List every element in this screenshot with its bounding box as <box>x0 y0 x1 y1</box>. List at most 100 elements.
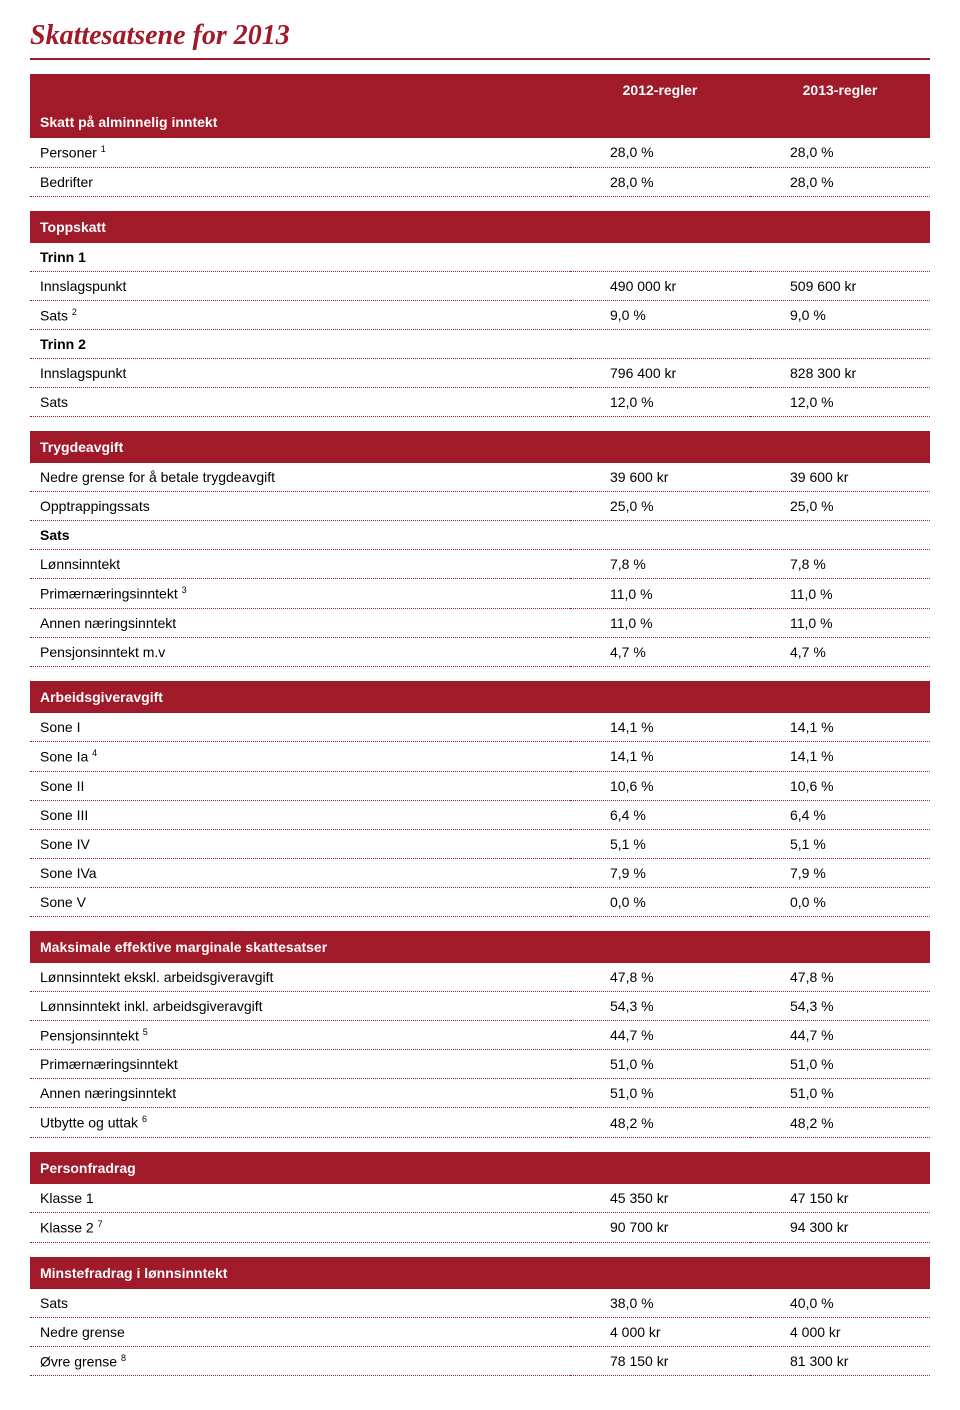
table-row: Øvre grense 878 150 kr81 300 kr <box>30 1346 930 1376</box>
value-2012: 78 150 kr <box>570 1346 750 1376</box>
value-2013: 10,6 % <box>750 771 930 800</box>
value-2013: 12,0 % <box>750 388 930 417</box>
value-2013: 14,1 % <box>750 741 930 771</box>
table-row: Sats 29,0 %9,0 % <box>30 300 930 330</box>
value-2012: 48,2 % <box>570 1108 750 1138</box>
section-header-label: Skatt på alminnelig inntekt <box>30 106 930 138</box>
table-row: Sats38,0 %40,0 % <box>30 1289 930 1318</box>
table-row: Nedre grense4 000 kr4 000 kr <box>30 1317 930 1346</box>
section-header-label: Toppskatt <box>30 211 930 243</box>
value-2013: 51,0 % <box>750 1050 930 1079</box>
value-2013: 7,9 % <box>750 858 930 887</box>
table-row: Bedrifter28,0 %28,0 % <box>30 167 930 196</box>
value-2012: 12,0 % <box>570 388 750 417</box>
row-label: Lønnsinntekt <box>30 550 570 579</box>
tax-section-table: ArbeidsgiveravgiftSone I14,1 %14,1 %Sone… <box>30 681 930 917</box>
table-row: Klasse 2 790 700 kr94 300 kr <box>30 1212 930 1242</box>
column-header-row: 2012-regler2013-regler <box>30 74 930 106</box>
value-2013: 28,0 % <box>750 167 930 196</box>
page-title: Skattesatsene for 2013 <box>30 20 930 60</box>
row-label: Primærnæringsinntekt <box>30 1050 570 1079</box>
section-header-label: Maksimale effektive marginale skattesats… <box>30 931 930 963</box>
row-label: Personer 1 <box>30 138 570 167</box>
row-label: Sats <box>30 1289 570 1318</box>
table-row: Primærnæringsinntekt51,0 %51,0 % <box>30 1050 930 1079</box>
value-2013: 0,0 % <box>750 887 930 916</box>
row-label: Sats <box>30 388 570 417</box>
row-label: Sone II <box>30 771 570 800</box>
value-2013: 39 600 kr <box>750 463 930 492</box>
value-2012: 14,1 % <box>570 713 750 742</box>
row-label: Annen næringsinntekt <box>30 1079 570 1108</box>
value-2013: 47,8 % <box>750 963 930 992</box>
column-header-2012: 2012-regler <box>570 74 750 106</box>
value-2012: 44,7 % <box>570 1020 750 1050</box>
section-header-row: Arbeidsgiveravgift <box>30 681 930 713</box>
row-label: Sone I <box>30 713 570 742</box>
row-label: Lønnsinntekt ekskl. arbeidsgiveravgift <box>30 963 570 992</box>
value-2012 <box>570 243 750 272</box>
value-2012: 28,0 % <box>570 138 750 167</box>
tax-tables-container: 2012-regler2013-reglerSkatt på alminneli… <box>30 74 930 1376</box>
row-label: Sone III <box>30 800 570 829</box>
tax-section-table: Minstefradrag i lønnsinntektSats38,0 %40… <box>30 1257 930 1377</box>
footnote-ref: 5 <box>143 1027 148 1037</box>
value-2012: 796 400 kr <box>570 359 750 388</box>
table-row: Opptrappingssats25,0 %25,0 % <box>30 492 930 521</box>
value-2013: 5,1 % <box>750 829 930 858</box>
value-2012: 47,8 % <box>570 963 750 992</box>
value-2013: 7,8 % <box>750 550 930 579</box>
table-row: Lønnsinntekt ekskl. arbeidsgiveravgift47… <box>30 963 930 992</box>
row-label: Sone IV <box>30 829 570 858</box>
value-2013: 11,0 % <box>750 608 930 637</box>
section-header-label: Personfradrag <box>30 1152 930 1184</box>
row-label: Sone Ia 4 <box>30 741 570 771</box>
value-2013 <box>750 243 930 272</box>
row-label: Lønnsinntekt inkl. arbeidsgiveravgift <box>30 991 570 1020</box>
row-label: Bedrifter <box>30 167 570 196</box>
value-2012: 4 000 kr <box>570 1317 750 1346</box>
tax-section-table: 2012-regler2013-reglerSkatt på alminneli… <box>30 74 930 197</box>
table-row: Sone IVa7,9 %7,9 % <box>30 858 930 887</box>
value-2013: 6,4 % <box>750 800 930 829</box>
footnote-ref: 8 <box>121 1353 126 1363</box>
value-2012: 45 350 kr <box>570 1184 750 1213</box>
column-header-blank <box>30 74 570 106</box>
table-row: Nedre grense for å betale trygdeavgift39… <box>30 463 930 492</box>
section-header-row: Maksimale effektive marginale skattesats… <box>30 931 930 963</box>
table-row: Trinn 2 <box>30 330 930 359</box>
row-label: Trinn 2 <box>30 330 570 359</box>
row-label: Primærnæringsinntekt 3 <box>30 579 570 609</box>
tax-section-table: PersonfradragKlasse 145 350 kr47 150 krK… <box>30 1152 930 1243</box>
row-label: Nedre grense <box>30 1317 570 1346</box>
value-2013: 48,2 % <box>750 1108 930 1138</box>
value-2013: 4 000 kr <box>750 1317 930 1346</box>
value-2013: 94 300 kr <box>750 1212 930 1242</box>
value-2013: 81 300 kr <box>750 1346 930 1376</box>
table-row: Innslagspunkt796 400 kr828 300 kr <box>30 359 930 388</box>
footnote-ref: 6 <box>142 1114 147 1124</box>
value-2012: 39 600 kr <box>570 463 750 492</box>
tax-section-table: ToppskattTrinn 1Innslagspunkt490 000 kr5… <box>30 211 930 418</box>
value-2012: 4,7 % <box>570 637 750 666</box>
row-label: Sats 2 <box>30 300 570 330</box>
table-row: Primærnæringsinntekt 311,0 %11,0 % <box>30 579 930 609</box>
value-2012 <box>570 330 750 359</box>
section-header-row: Minstefradrag i lønnsinntekt <box>30 1257 930 1289</box>
value-2013: 54,3 % <box>750 991 930 1020</box>
value-2013: 28,0 % <box>750 138 930 167</box>
row-label: Sats <box>30 521 570 550</box>
table-row: Pensjonsinntekt 544,7 %44,7 % <box>30 1020 930 1050</box>
value-2013: 11,0 % <box>750 579 930 609</box>
value-2013: 509 600 kr <box>750 271 930 300</box>
table-row: Sone IV5,1 %5,1 % <box>30 829 930 858</box>
row-label: Sone V <box>30 887 570 916</box>
value-2013: 47 150 kr <box>750 1184 930 1213</box>
row-label: Trinn 1 <box>30 243 570 272</box>
row-label: Klasse 2 7 <box>30 1212 570 1242</box>
table-row: Sone III6,4 %6,4 % <box>30 800 930 829</box>
value-2012: 11,0 % <box>570 608 750 637</box>
row-label: Innslagspunkt <box>30 359 570 388</box>
table-row: Sone II10,6 %10,6 % <box>30 771 930 800</box>
value-2013: 828 300 kr <box>750 359 930 388</box>
